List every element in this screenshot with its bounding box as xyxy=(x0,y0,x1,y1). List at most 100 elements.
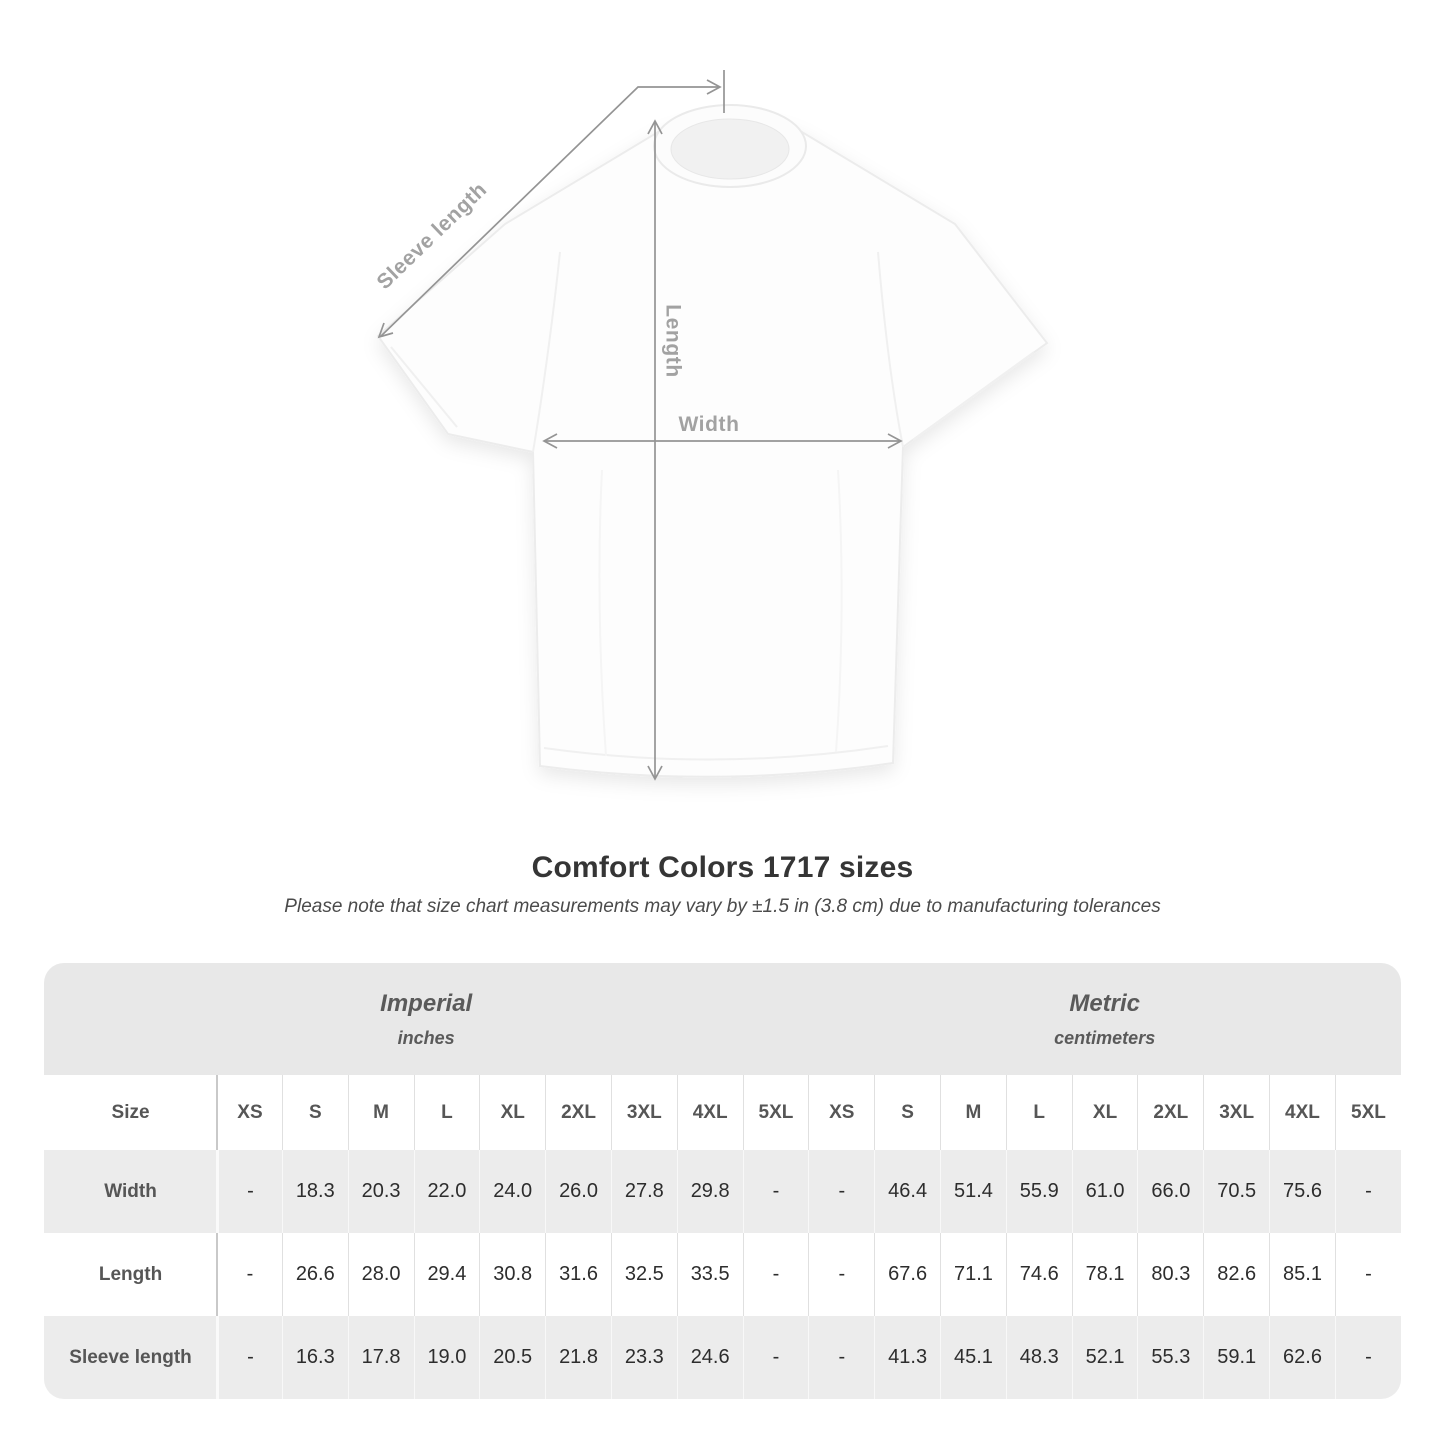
size-value-cell: 21.8 xyxy=(545,1316,611,1399)
arrow-down-icon xyxy=(647,765,663,781)
size-value-cell: - xyxy=(742,1150,809,1233)
size-header-metric-s: S xyxy=(874,1075,941,1150)
size-value-cell: 29.4 xyxy=(413,1233,480,1316)
size-header-imperial-s: S xyxy=(281,1075,348,1150)
sleeve-length-line xyxy=(380,86,719,337)
size-value-cell: 29.8 xyxy=(676,1150,743,1233)
size-value-cell: 62.6 xyxy=(1269,1316,1335,1399)
size-value-cell: 26.6 xyxy=(281,1233,348,1316)
measurement-row-sleeve-length: Sleeve length -16.3 17.8 19.0 20.5 21.8 23.3 24… xyxy=(44,1316,1401,1399)
size-value-cell: 20.5 xyxy=(479,1316,546,1399)
arrow-left-icon xyxy=(542,433,558,449)
size-value-cell: 70.5 xyxy=(1203,1150,1270,1233)
measurement-row-length: Length -26.6 28.0 29.4 30.8 31.6 32.5 33.5- -67.… xyxy=(44,1233,1401,1316)
size-value-cell: 41.3 xyxy=(874,1316,941,1399)
size-value-cell: 55.3 xyxy=(1137,1316,1204,1399)
size-value-cell: 48.3 xyxy=(1005,1316,1072,1399)
metric-band-unit: centimeters xyxy=(1054,1027,1156,1048)
size-value-cell: - xyxy=(1334,1233,1401,1316)
size-value-cell: 46.4 xyxy=(874,1150,941,1233)
size-value-cell: 55.9 xyxy=(1005,1150,1072,1233)
size-chart-table: Imperial inches Metric centimeters Size … xyxy=(44,963,1401,1399)
size-value-cell: 52.1 xyxy=(1071,1316,1138,1399)
size-header-imperial-l: L xyxy=(413,1075,480,1150)
size-value-cell: 59.1 xyxy=(1203,1316,1270,1399)
size-header-metric-xs: XS xyxy=(808,1075,875,1150)
arrow-right-icon xyxy=(706,79,722,95)
size-value-cell: 24.6 xyxy=(676,1316,743,1399)
size-value-cell: 80.3 xyxy=(1137,1233,1204,1316)
size-value-cell: 75.6 xyxy=(1269,1150,1335,1233)
measurement-row-width: Width -18.3 20.3 22.0 24.0 26.0 27.8 29.8- -46.4… xyxy=(44,1150,1401,1233)
size-value-cell: 26.0 xyxy=(545,1150,611,1233)
size-value-cell: 85.1 xyxy=(1269,1233,1335,1316)
size-value-cell: 28.0 xyxy=(347,1233,414,1316)
size-value-cell: - xyxy=(808,1150,875,1233)
size-value-cell: - xyxy=(1334,1150,1401,1233)
size-header-imperial-xl: XL xyxy=(479,1075,546,1150)
unit-band-row: Imperial inches Metric centimeters xyxy=(44,963,1401,1075)
size-header-metric-2xl: 2XL xyxy=(1137,1075,1204,1150)
size-header-imperial-3xl: 3XL xyxy=(610,1075,677,1150)
size-value-cell: 74.6 xyxy=(1005,1233,1072,1316)
size-value-cell: 31.6 xyxy=(545,1233,611,1316)
size-value-cell: 27.8 xyxy=(610,1150,677,1233)
width-label: Width xyxy=(678,413,739,436)
size-value-cell: - xyxy=(742,1316,809,1399)
size-value-cell: - xyxy=(216,1233,282,1316)
size-value-cell: 67.6 xyxy=(874,1233,941,1316)
size-header-metric-5xl: 5XL xyxy=(1334,1075,1401,1150)
size-header-label: Size xyxy=(44,1075,217,1150)
size-value-cell: 45.1 xyxy=(940,1316,1006,1399)
size-header-metric-l: L xyxy=(1005,1075,1072,1150)
size-value-cell: 16.3 xyxy=(281,1316,348,1399)
size-value-cell: 66.0 xyxy=(1137,1150,1204,1233)
size-value-cell: - xyxy=(808,1316,875,1399)
size-value-cell: 20.3 xyxy=(347,1150,414,1233)
tshirt-illustration xyxy=(376,104,1049,778)
size-value-cell: 17.8 xyxy=(347,1316,414,1399)
size-value-cell: - xyxy=(742,1233,809,1316)
arrow-down-left-icon xyxy=(377,322,394,339)
measurement-row-label: Sleeve length xyxy=(44,1316,217,1399)
size-value-cell: 82.6 xyxy=(1203,1233,1270,1316)
size-value-cell: - xyxy=(216,1316,282,1399)
size-header-metric-m: M xyxy=(940,1075,1006,1150)
size-value-cell: 22.0 xyxy=(413,1150,480,1233)
size-value-cell: 19.0 xyxy=(413,1316,480,1399)
size-value-cell: 24.0 xyxy=(479,1150,546,1233)
size-header-row: Size XS S M L XL 2XL 3XL 4XL 5XL XS S M L XL 2XL 3XL 4XL… xyxy=(44,1075,1401,1150)
size-value-cell: 18.3 xyxy=(281,1150,348,1233)
measurement-row-label: Length xyxy=(44,1233,217,1316)
page-title: Comfort Colors 1717 sizes xyxy=(531,851,914,884)
size-header-imperial-xs: XS xyxy=(216,1075,282,1150)
size-header-imperial-5xl: 5XL xyxy=(742,1075,809,1150)
size-header-metric-xl: XL xyxy=(1071,1075,1138,1150)
size-value-cell: 61.0 xyxy=(1071,1150,1138,1233)
arrow-right-end-icon xyxy=(887,433,903,449)
tshirt-measurement-diagram: Sleeve length Length Width xyxy=(373,70,1049,781)
size-header-metric-4xl: 4XL xyxy=(1269,1075,1335,1150)
size-value-cell: - xyxy=(216,1150,282,1233)
arrow-up-icon xyxy=(647,119,663,135)
measurement-row-label: Width xyxy=(44,1150,217,1233)
metric-band: Metric centimeters xyxy=(808,963,1401,1075)
size-header-imperial-2xl: 2XL xyxy=(545,1075,611,1150)
size-header-imperial-m: M xyxy=(347,1075,414,1150)
collar-opening xyxy=(670,118,790,180)
imperial-band: Imperial inches xyxy=(44,963,809,1075)
metric-band-title: Metric xyxy=(1069,989,1141,1017)
size-value-cell: 51.4 xyxy=(940,1150,1006,1233)
size-value-cell: 30.8 xyxy=(479,1233,546,1316)
size-value-cell: - xyxy=(808,1233,875,1316)
imperial-band-title: Imperial xyxy=(380,989,473,1017)
tolerance-note: Please note that size chart measurements… xyxy=(284,896,1161,917)
length-label: Length xyxy=(662,304,685,378)
size-header-metric-3xl: 3XL xyxy=(1203,1075,1270,1150)
size-value-cell: 33.5 xyxy=(676,1233,743,1316)
size-value-cell: 78.1 xyxy=(1071,1233,1138,1316)
size-value-cell: - xyxy=(1334,1316,1401,1399)
imperial-band-unit: inches xyxy=(397,1027,455,1048)
size-value-cell: 23.3 xyxy=(610,1316,677,1399)
